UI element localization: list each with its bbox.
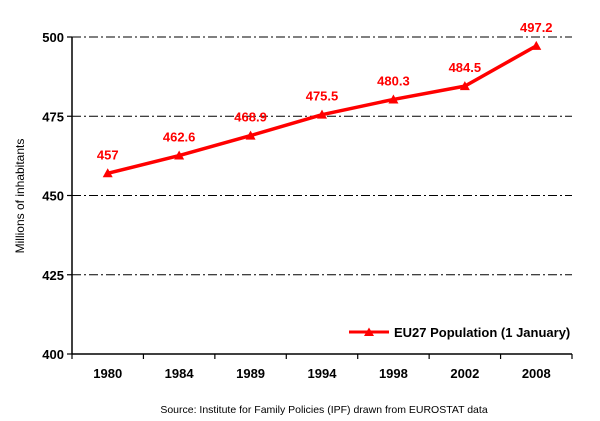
x-tick-label: 1994 <box>308 366 338 381</box>
x-tick-label: 1984 <box>165 366 195 381</box>
x-tick-label: 1980 <box>93 366 122 381</box>
data-label: 457 <box>97 147 119 162</box>
data-point-triangle <box>245 130 256 140</box>
y-axis-label: Millions of inhabitants <box>13 139 27 254</box>
data-label: 475.5 <box>306 89 339 104</box>
y-tick-label: 400 <box>42 347 64 362</box>
data-point-triangle <box>317 109 327 119</box>
data-point-triangle <box>388 94 399 104</box>
x-tick-labels: 1980 1984 1989 1994 1998 2002 2008 <box>71 354 573 381</box>
data-point-triangle <box>531 40 542 50</box>
x-tick-label: 1998 <box>379 366 408 381</box>
data-point-triangle <box>459 81 470 91</box>
y-tick-label: 450 <box>42 189 64 204</box>
legend-label: EU27 Population (1 January) <box>394 325 570 340</box>
y-tick-label: 500 <box>42 30 64 45</box>
y-tick-label: 425 <box>42 268 64 283</box>
series-eu27-population <box>102 40 542 178</box>
data-labels: 457 462.6 468.9 475.5 480.3 484.5 497.2 <box>97 20 553 162</box>
source-note: Source: Institute for Family Policies (I… <box>160 404 488 416</box>
x-tick-label: 2002 <box>450 366 479 381</box>
data-label: 462.6 <box>163 130 196 145</box>
data-label: 468.9 <box>234 110 267 125</box>
data-label: 497.2 <box>520 20 553 35</box>
x-tick-label: 2008 <box>522 366 551 381</box>
data-label: 480.3 <box>377 73 410 88</box>
legend-triangle-icon <box>364 327 374 336</box>
grid-lines <box>72 36 572 276</box>
data-point-triangle <box>174 150 185 160</box>
data-point-triangle <box>102 168 113 178</box>
y-tick-labels: 400 425 450 475 500 <box>42 30 72 362</box>
y-tick-label: 475 <box>42 109 64 124</box>
data-label: 484.5 <box>449 60 482 75</box>
legend: EU27 Population (1 January) <box>349 325 570 340</box>
x-tick-label: 1989 <box>236 366 265 381</box>
